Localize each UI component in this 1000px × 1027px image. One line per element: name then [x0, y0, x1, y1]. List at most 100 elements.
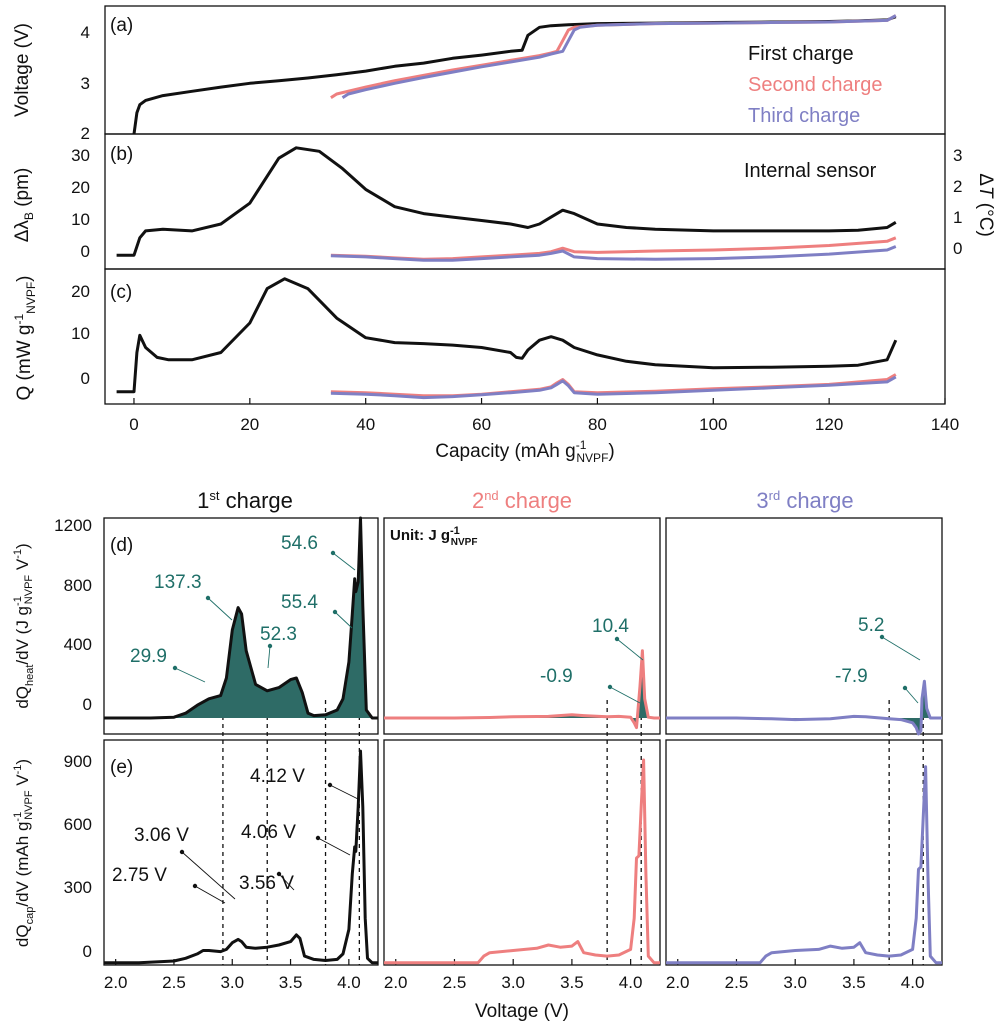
- bottom-xtick-1-3.5: 3.5: [560, 973, 584, 992]
- d-ytick-0: 0: [83, 695, 92, 714]
- c-ylabel: Q (mW g-1NVPF): [12, 275, 38, 400]
- panel-d-tag: (d): [110, 535, 133, 556]
- arrow-head-11: [276, 871, 282, 877]
- d-ytick-800: 800: [64, 576, 92, 595]
- top-panel-1-series-0: [116, 146, 897, 257]
- annotation-arrows: [172, 550, 921, 904]
- arrow-8: [881, 636, 921, 661]
- b-rtick-0: 0: [953, 239, 962, 258]
- d-panel-0-line: [104, 516, 378, 720]
- d-panel-1-line: [384, 649, 660, 730]
- arrow-12: [317, 837, 351, 856]
- arrow-2: [267, 645, 271, 669]
- ann-5-2: 5.2: [858, 615, 884, 636]
- ann-3-56v: 3.56 V: [239, 873, 294, 894]
- legend-second: Second charge: [748, 74, 883, 96]
- bottom-xtick-1-2.0: 2.0: [384, 973, 408, 992]
- col-title-2: 2nd charge: [472, 488, 572, 513]
- bottom-xtick-0-2.0: 2.0: [104, 973, 128, 992]
- b-ylabel: ΔλB (pm): [12, 168, 36, 243]
- arrow-head-4: [330, 550, 336, 556]
- top-xtick-100: 100: [699, 415, 727, 434]
- top-xtick-0: 0: [129, 415, 138, 434]
- panel-d2-frame: [383, 517, 661, 735]
- arrow-head-13: [327, 782, 333, 788]
- bottom-xlabel: Voltage (V): [475, 1001, 569, 1022]
- ann-52-3: 52.3: [260, 624, 297, 645]
- arrow-head-3: [332, 609, 338, 615]
- ann-3-06v: 3.06 V: [134, 825, 189, 846]
- top-xticks: 0 20 40 60 80 100 120 140: [129, 398, 959, 434]
- top-xtick-40: 40: [356, 415, 375, 434]
- e-panel-1-series-0: [384, 758, 660, 965]
- b-ytick-10: 10: [71, 210, 90, 229]
- arrow-0: [174, 667, 206, 683]
- panel-e2-frame: [383, 739, 661, 966]
- internal-sensor-label: Internal sensor: [744, 160, 877, 182]
- bottom-xtick-0-2.5: 2.5: [162, 973, 186, 992]
- b-ytick-0: 0: [81, 242, 90, 261]
- c-ytick-10: 10: [71, 324, 90, 343]
- arrow-head-2: [267, 643, 273, 649]
- bottom-xtick-2-3.5: 3.5: [842, 973, 866, 992]
- d-ytick-1200: 1200: [54, 516, 92, 535]
- unit-label: Unit: J g-1 NVPF: [390, 525, 477, 548]
- b-right-ylabel: ΔT (°C): [975, 173, 996, 237]
- d-ytick-400: 400: [64, 635, 92, 654]
- top-xtick-140: 140: [931, 415, 959, 434]
- col-title-3: 3rd charge: [756, 488, 853, 513]
- e-panel-2-series-0: [666, 765, 942, 965]
- bottom-xtick-2-2.0: 2.0: [666, 973, 690, 992]
- panel-b-tag: (b): [110, 144, 133, 165]
- arrow-13: [329, 784, 361, 801]
- b-rtick-1: 1: [953, 208, 962, 227]
- c-ylabel-dot: .: [23, 335, 27, 351]
- bottom-xtick-2-2.5: 2.5: [725, 973, 749, 992]
- arrow-head-8: [879, 634, 885, 640]
- panel-c-tag: (c): [110, 282, 132, 303]
- top-xtick-60: 60: [472, 415, 491, 434]
- b-rtick-3: 3: [953, 146, 962, 165]
- bottom-xtick-2-4.0: 4.0: [901, 973, 925, 992]
- a-ylabel: Voltage (V): [12, 23, 33, 117]
- a-ytick-4: 4: [81, 23, 90, 42]
- top-xlabel: Capacity (mAh g-1 NVPF): [435, 438, 614, 465]
- c-ytick-20: 20: [71, 282, 90, 301]
- ann-55-4: 55.4: [281, 592, 318, 613]
- b-rtick-2: 2: [953, 177, 962, 196]
- d-panel-2-line: [666, 679, 942, 736]
- panel-d1-frame: [103, 517, 379, 735]
- ann-29-9: 29.9: [130, 646, 167, 667]
- arrow-5: [609, 686, 641, 704]
- panel-e1-frame: [103, 739, 379, 966]
- arrow-head-7: [902, 685, 908, 691]
- bottom-xtick-0-3.0: 3.0: [220, 973, 244, 992]
- ann-10-4: 10.4: [592, 616, 629, 637]
- e-panel-0-series-0: [104, 749, 378, 965]
- panel-b-frame: [104, 133, 946, 270]
- ann-4-06v: 4.06 V: [241, 822, 296, 843]
- bottom-xtick-1-2.5: 2.5: [443, 973, 467, 992]
- ann-minus-0-9: -0.9: [540, 666, 573, 687]
- legend-third: Third charge: [748, 105, 860, 127]
- col-title-1: 1st charge: [197, 488, 293, 513]
- arrow-head-10: [179, 849, 185, 855]
- ann-137-3: 137.3: [154, 572, 202, 593]
- e-ytick-0: 0: [83, 942, 92, 961]
- d-panel-2-fill: [666, 681, 942, 734]
- bottom-xticks: 2.0 2.5 3.0 3.5 4.0 2.0 2.5 3.0 3.5 4.0 2.0 2.5 3.0 3…: [104, 959, 925, 992]
- arrow-4: [332, 552, 356, 571]
- d-ylabel: dQheat/dV (J g-1NVPF V-1): [12, 543, 36, 708]
- curves: [104, 14, 942, 965]
- arrow-3: [334, 611, 353, 629]
- top-panel-2-series-2: [330, 375, 897, 400]
- b-ytick-30: 30: [71, 146, 90, 165]
- e-ytick-300: 300: [64, 878, 92, 897]
- panel-e3-frame: [665, 739, 943, 966]
- e-ytick-600: 600: [64, 815, 92, 834]
- top-xtick-120: 120: [815, 415, 843, 434]
- e-ytick-900: 900: [64, 752, 92, 771]
- top-panel-1-series-2: [330, 245, 897, 262]
- top-xtick-80: 80: [588, 415, 607, 434]
